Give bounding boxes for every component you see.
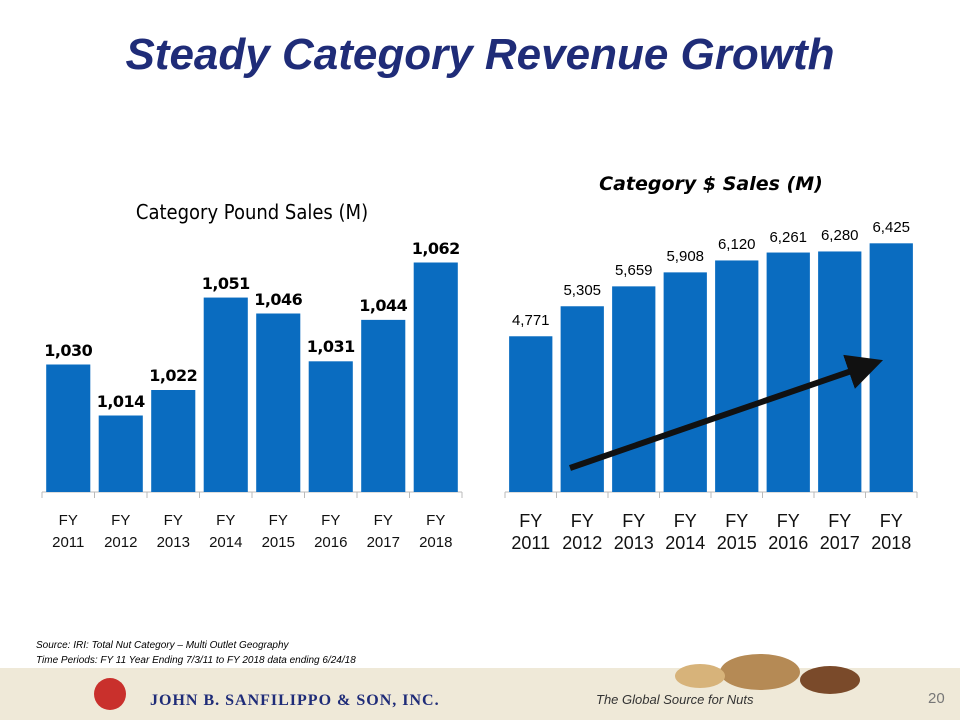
x-tick-label: FY 2018 bbox=[419, 512, 453, 551]
bar bbox=[715, 260, 759, 492]
value-label: 6,425 bbox=[872, 219, 911, 237]
bar bbox=[612, 286, 656, 492]
x-tick-label: FY 2017 bbox=[819, 511, 860, 553]
tagline: The Global Source for Nuts bbox=[596, 692, 754, 707]
x-tick-label: FY 2011 bbox=[511, 511, 551, 553]
x-tick-label: FY 2013 bbox=[156, 512, 190, 551]
x-tick-label: FY 2013 bbox=[613, 511, 654, 553]
x-tick-label: FY 2012 bbox=[562, 511, 603, 553]
value-label: 1,062 bbox=[411, 238, 461, 258]
value-label: 1,031 bbox=[306, 337, 356, 357]
value-label: 1,030 bbox=[44, 340, 93, 360]
bar bbox=[98, 415, 143, 492]
bar bbox=[256, 313, 301, 492]
logo bbox=[94, 678, 126, 710]
value-label: 1,046 bbox=[254, 289, 303, 309]
chart-title: Category $ Sales (M) bbox=[599, 173, 823, 195]
value-label: 1,044 bbox=[359, 295, 408, 315]
x-tick-label: FY 2012 bbox=[104, 512, 138, 551]
bar bbox=[869, 243, 913, 492]
value-label: 1,022 bbox=[149, 366, 198, 385]
x-tick-label: FY 2014 bbox=[209, 512, 243, 551]
trend-arrow bbox=[569, 354, 884, 471]
bar bbox=[766, 252, 810, 492]
source-note: Time Periods: FY 11 Year Ending 7/3/11 t… bbox=[36, 655, 356, 666]
x-tick-label: FY 2015 bbox=[716, 511, 757, 553]
nuts-decoration bbox=[675, 664, 725, 688]
nuts-decoration bbox=[720, 654, 800, 690]
slide-title: Steady Category Revenue Growth bbox=[125, 30, 835, 79]
bar bbox=[46, 364, 91, 492]
bar bbox=[413, 262, 458, 492]
x-tick-label: FY 2016 bbox=[768, 511, 809, 553]
value-label: 6,261 bbox=[769, 228, 808, 246]
x-tick-label: FY 2018 bbox=[871, 511, 912, 553]
bar bbox=[361, 319, 406, 492]
x-tick-label: FY 2015 bbox=[261, 512, 295, 551]
x-tick-label: FY 2011 bbox=[52, 512, 85, 551]
value-label: 1,051 bbox=[201, 273, 251, 293]
bar bbox=[509, 336, 553, 492]
x-tick-label: FY 2017 bbox=[366, 512, 400, 551]
value-label: 1,014 bbox=[96, 391, 146, 411]
company-name: JOHN B. SANFILIPPO & SON, INC. bbox=[150, 692, 440, 709]
x-tick-label: FY 2016 bbox=[314, 512, 348, 551]
source-note: Source: IRI: Total Nut Category – Multi … bbox=[36, 640, 289, 651]
value-label: 5,659 bbox=[614, 262, 653, 280]
value-label: 5,908 bbox=[666, 248, 705, 266]
bar bbox=[663, 272, 707, 492]
value-label: 6,120 bbox=[717, 236, 756, 254]
value-label: 5,305 bbox=[563, 282, 602, 300]
bar bbox=[203, 297, 248, 492]
chart-title: Category Pound Sales (M) bbox=[135, 200, 369, 224]
footer-band bbox=[0, 668, 960, 720]
x-tick-label: FY 2014 bbox=[665, 511, 706, 553]
value-label: 6,280 bbox=[820, 227, 859, 245]
value-label: 4,771 bbox=[511, 312, 550, 330]
page-number: 20 bbox=[928, 690, 945, 707]
bar bbox=[151, 390, 196, 492]
nuts-decoration bbox=[800, 666, 860, 694]
bar bbox=[308, 361, 353, 492]
